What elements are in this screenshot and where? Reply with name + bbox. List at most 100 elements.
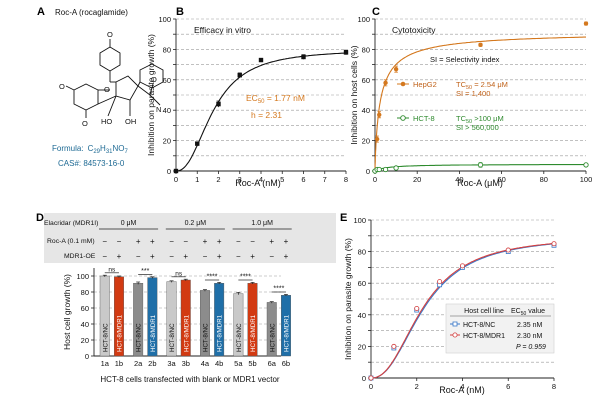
x-tick-label: 60 (497, 175, 505, 184)
treatment-sign: + (269, 237, 274, 246)
tc50-part: TC (456, 80, 467, 89)
x-tick-label: 6b (282, 359, 290, 368)
xlabel-d: HCT-8 cells transfected with blank or MD… (100, 375, 280, 384)
y-tick-label: 60 (358, 279, 366, 288)
data-point-hepg2 (478, 42, 483, 48)
formula-part: 29 (93, 149, 100, 155)
treatment-sign: − (236, 237, 241, 246)
ticks-d: 0 20 40 60 80 100 (76, 272, 94, 361)
x-tick-label: 0 (373, 175, 377, 184)
treatment-sign: + (150, 252, 155, 261)
tc50-part: >100 μM (472, 114, 504, 123)
hill-label-b: h = 2.31 (251, 110, 282, 120)
y-tick-label: 100 (357, 15, 370, 24)
ticks-e: 0 20 40 60 80 100 0 2 4 6 8 (353, 216, 556, 391)
data-point (173, 168, 179, 174)
ylabel-e: Inhibition on parasite growth (%) (343, 238, 353, 360)
data-point (343, 50, 349, 55)
x-tick-label: 3a (167, 359, 176, 368)
x-tick-label: 20 (413, 175, 421, 184)
y-tick-label: 100 (158, 15, 171, 24)
x-tick-label: 2a (134, 359, 143, 368)
legend-name-hepg2: HepG2 (413, 80, 437, 89)
y-tick-label: 40 (362, 106, 370, 115)
data-point-hepg2 (393, 66, 399, 72)
legend-value-nc: 2.35 nM (517, 322, 542, 329)
treatment-signs: −−−++−++−−−++−++−−−++−++ (102, 237, 288, 261)
treatment-sign: − (236, 252, 241, 261)
treatment-sign: + (183, 252, 188, 261)
treatment-sign: − (183, 237, 188, 246)
grid-b (176, 18, 346, 157)
tc50-hepg2: TC50 = 2.54 μM (456, 80, 508, 91)
x-tick-label: 5b (248, 359, 256, 368)
data-point-hct8 (382, 166, 389, 173)
bar-inner-label: HCT-8/MDR1 (217, 314, 224, 352)
ylabel-c: Inhibition on host cells (%) (349, 45, 359, 144)
points-e (368, 241, 557, 381)
formula-label: Formula: (52, 144, 84, 153)
y-tick-label: 0 (366, 167, 370, 176)
x-tick-label: 80 (540, 175, 548, 184)
treatment-sign: − (169, 252, 174, 261)
x-tick-label: 0 (174, 175, 178, 184)
x-tick-label: 6 (506, 382, 510, 391)
treatment-sign: + (136, 237, 141, 246)
tc50-part: 50 (466, 119, 472, 125)
si-note: SI = Selectivity index (430, 55, 500, 64)
structure-atoms: O O O HO OH O N O (59, 30, 161, 128)
formula-part: NO (113, 144, 125, 153)
x-tick-label: 8 (344, 175, 348, 184)
ylabel-b: Inhibition on parasite growth (%) (146, 34, 156, 156)
sig-label: *** (141, 268, 149, 275)
bar-inner-label: HCT-8/NC (102, 323, 109, 352)
y-tick-label: 80 (358, 248, 366, 257)
data-point (216, 101, 221, 107)
legend-marker-mdr1 (452, 332, 458, 338)
note-c: Cytotoxicity (392, 25, 436, 35)
x-tick-label: 2 (216, 175, 220, 184)
x-tick-label: 4 (460, 382, 464, 391)
x-tick-label: 2 (415, 382, 419, 391)
legend-header-ec50: EC50 value (511, 308, 545, 317)
y-tick-label: 100 (353, 216, 366, 225)
x-tick-label: 1a (101, 359, 110, 368)
treatment-sign: + (203, 237, 208, 246)
tc50-hct8: TC50 >100 μM (456, 114, 504, 125)
bar-inner-label: HCT-8/NC (236, 323, 243, 352)
significance-d: ns *** ns **** **** **** (104, 266, 286, 293)
treatment-sign: − (203, 252, 208, 261)
treatment-sign: + (250, 252, 255, 261)
row-label-mdr1oe: MDR1-OE (64, 253, 96, 260)
y-tick-label: 80 (362, 45, 370, 54)
data-point-hepg2 (583, 21, 589, 26)
y-tick-label: 40 (358, 311, 366, 320)
fit-curve-hct8 (374, 163, 587, 172)
y-tick-label: 0 (167, 167, 171, 176)
ylabel-d: Host cell growth (%) (62, 274, 72, 350)
tc50-part: 50 (466, 85, 472, 91)
data-point-mdr1 (391, 343, 397, 349)
atom-label: O (59, 82, 65, 91)
data-point-mdr1 (459, 263, 465, 269)
si-hct8: SI > 560,000 (456, 123, 499, 132)
treatment-sign: + (150, 237, 155, 246)
data-point-mdr1 (368, 375, 374, 381)
x-tick-label: 40 (455, 175, 463, 184)
grid-c (375, 18, 586, 157)
treatment-sign: + (284, 252, 289, 261)
ec50-part: EC (511, 308, 521, 315)
bars-d: HCT-8/NC 1a HCT-8/MDR1 1b HCT-8/NC 2a HCT-8/MD… (99, 274, 291, 368)
x-tick-label: 3b (182, 359, 190, 368)
fit-curve-b (175, 52, 347, 172)
x-tick-label: 4b (215, 359, 223, 368)
ec50-part: = 1.77 nM (265, 93, 305, 103)
atom-label: N (156, 105, 161, 114)
data-point-hepg2 (374, 136, 380, 142)
atom-label: O (82, 119, 88, 128)
sig-label: **** (240, 274, 251, 281)
legend-marker-hepg2 (400, 81, 406, 87)
treatment-sign: − (250, 237, 255, 246)
compound-cas: CAS#: 84573-16-0 (58, 159, 125, 168)
